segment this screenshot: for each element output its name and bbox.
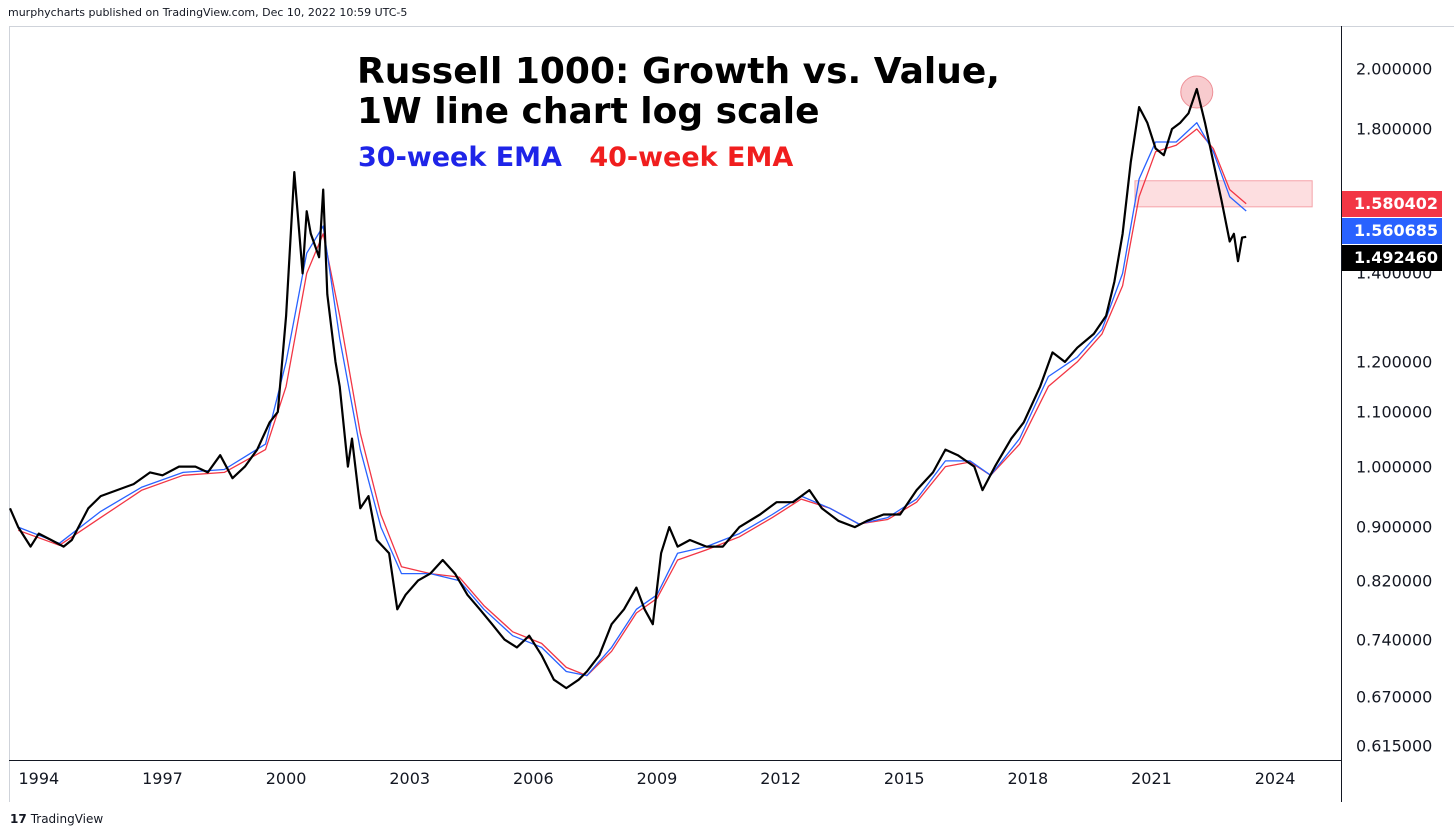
x-tick-label: 2000 — [265, 769, 307, 788]
y-tick-label: 0.740000 — [1356, 630, 1433, 650]
y-tick-label: 1.200000 — [1356, 352, 1433, 372]
ema30-line[interactable] — [17, 122, 1247, 677]
last-value-badge: 1.560685 — [1342, 217, 1442, 244]
price-axis-separator — [1341, 26, 1342, 802]
y-tick-label: 0.615000 — [1356, 736, 1433, 756]
chart-title-line-1: Russell 1000: Growth vs. Value, — [357, 51, 1000, 92]
legend-ema40: 40-week EMA — [589, 142, 794, 173]
publisher-header: murphycharts published on TradingView.co… — [8, 6, 408, 19]
last-value-badge: 1.580402 — [1342, 190, 1442, 217]
chart-title-line-2: 1W line chart log scale — [357, 91, 820, 132]
y-tick-label: 2.000000 — [1356, 59, 1433, 79]
y-tick-label: 1.800000 — [1356, 119, 1433, 139]
x-tick-label: 2018 — [1007, 769, 1049, 788]
time-axis-separator — [9, 760, 1342, 761]
x-tick-label: 2003 — [389, 769, 431, 788]
y-tick-label: 1.100000 — [1356, 402, 1433, 422]
tradingview-footer[interactable]: 17 TradingView — [10, 812, 103, 826]
x-tick-label: 2021 — [1131, 769, 1172, 788]
y-tick-label: 0.900000 — [1356, 517, 1433, 537]
x-tick-label: 2009 — [636, 769, 678, 788]
last-value-badge: 1.492460 — [1342, 244, 1442, 271]
x-tick-label: 2015 — [883, 769, 925, 788]
legend-ema30: 30-week EMA — [358, 142, 562, 173]
x-tick-label: 2024 — [1254, 769, 1296, 788]
x-tick-label: 2012 — [760, 769, 801, 788]
x-tick-label: 2006 — [512, 769, 554, 788]
y-tick-label: 0.670000 — [1356, 687, 1433, 707]
y-tick-label: 0.820000 — [1356, 571, 1433, 591]
resistance-zone[interactable] — [1134, 180, 1313, 208]
tradingview-brand: TradingView — [30, 812, 104, 826]
chart-legend: 30-week EMA 40-week EMA — [358, 142, 793, 173]
x-tick-label: 1994 — [18, 769, 60, 788]
tradingview-logo-icon: 17 — [10, 812, 27, 826]
ema40-line[interactable] — [17, 128, 1247, 677]
x-tick-label: 1997 — [142, 769, 183, 788]
chart-title: Russell 1000: Growth vs. Value, 1W line … — [357, 52, 1000, 132]
chart-frame — [9, 26, 1454, 802]
price-line[interactable] — [8, 87, 1247, 690]
y-tick-label: 1.000000 — [1356, 457, 1433, 477]
